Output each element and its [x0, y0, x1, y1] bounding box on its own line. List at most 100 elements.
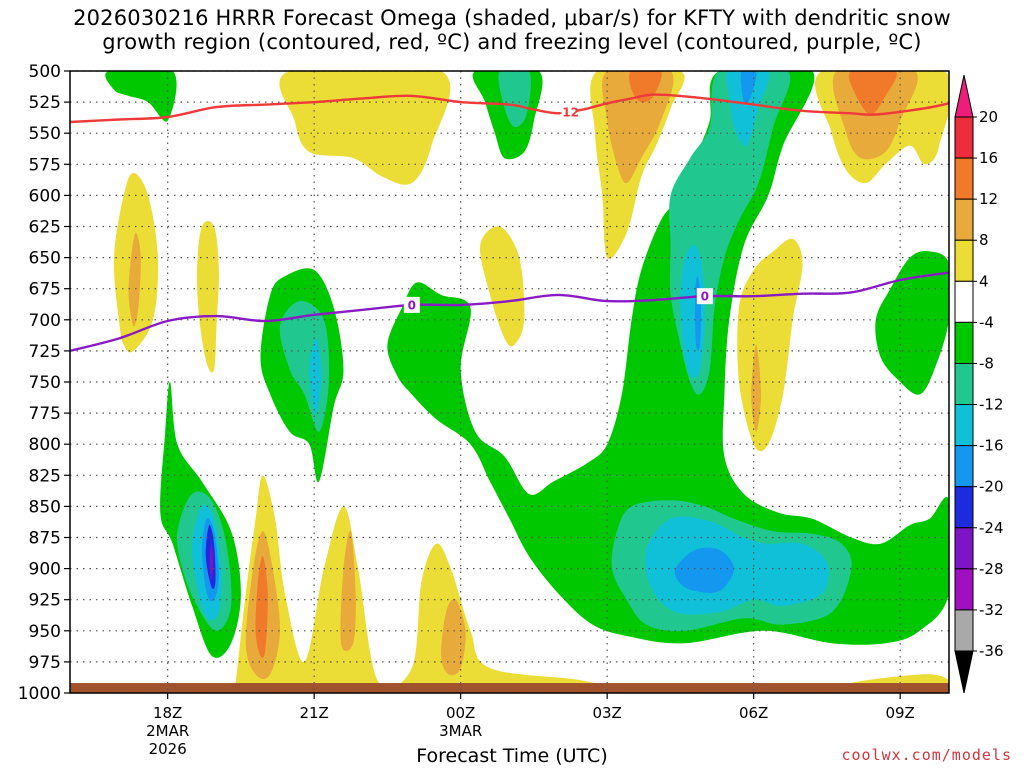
- y-axis: 500 525 550 575 600 625 650 675 700 725 750 775 800 8…: [18, 62, 70, 704]
- colorbar-label: -20: [979, 478, 1004, 496]
- omega-region-30: [309, 338, 322, 415]
- omega-region-16: [208, 475, 624, 693]
- y-tick-label: 625: [29, 218, 61, 238]
- y-tick-label: 675: [29, 280, 61, 300]
- colorbar-label: -12: [979, 396, 1004, 414]
- omega-region-1: [128, 232, 141, 327]
- y-tick-label: 800: [29, 435, 61, 455]
- omega-region-2: [196, 221, 219, 373]
- colorbar-bin: [954, 445, 974, 488]
- x-tick-label: 2MAR: [146, 722, 189, 740]
- omega-region-12: [848, 71, 897, 115]
- y-tick-label: 925: [29, 591, 61, 611]
- omega-region-35: [674, 547, 735, 593]
- y-tick-label: 650: [29, 249, 61, 269]
- colorbar-bin: [954, 321, 974, 364]
- contour-label-bg: [560, 103, 577, 120]
- y-tick-label: 975: [29, 653, 61, 673]
- chart-title: 2026030216 HRRR Forecast Omega (shaded, …: [0, 6, 1024, 54]
- colorbar-label: -16: [979, 437, 1004, 455]
- x-tick-label: 3MAR: [439, 722, 482, 740]
- contour-label: 0: [408, 298, 416, 312]
- y-tick-label: 500: [29, 62, 61, 82]
- omega-region-3: [279, 71, 451, 185]
- title-line-1: 2026030216 HRRR Forecast Omega (shaded, …: [73, 6, 951, 30]
- colorbar-label: -36: [979, 642, 1004, 660]
- colorbar-label: -4: [979, 313, 994, 331]
- omega-region-34: [644, 516, 829, 615]
- x-tick-label: 2026: [149, 740, 187, 758]
- colorbar-bin: [954, 280, 974, 323]
- omega-region-31: [387, 71, 949, 645]
- x-tick-label: 03Z: [592, 704, 621, 722]
- y-tick-label: 600: [29, 186, 61, 206]
- colorbar-label: -32: [979, 601, 1004, 619]
- colorbar-label: -8: [979, 354, 994, 372]
- colorbar-bin: [954, 157, 974, 200]
- contour-label: -12: [557, 105, 579, 119]
- y-tick-label: 875: [29, 529, 61, 549]
- x-tick-label: 06Z: [739, 704, 768, 722]
- colorbar: 20 16 12 8 4 -4 -8 -12 -16 -20 -24 -28 -32 -36: [954, 74, 1004, 694]
- title-line-2: growth region (contoured, red, ºC) and f…: [102, 30, 922, 54]
- colorbar-bin: [954, 362, 974, 406]
- contour-line-1: [70, 271, 949, 353]
- colorbar-label: 8: [979, 231, 989, 249]
- colorbar-bin: [954, 527, 974, 570]
- x-tick-label: 00Z: [446, 704, 475, 722]
- colorbar-label: -28: [979, 560, 1004, 578]
- y-tick-label: 525: [29, 93, 61, 113]
- colorbar-bin: [954, 198, 974, 241]
- y-tick-label: 850: [29, 497, 61, 517]
- omega-region-6: [498, 71, 531, 128]
- colorbar-bin: [954, 404, 974, 447]
- omega-region-27: [209, 543, 214, 581]
- y-tick-label: 1000: [18, 684, 61, 704]
- y-tick-label: 900: [29, 560, 61, 580]
- y-tick-label: 700: [29, 311, 61, 331]
- credit-text: coolwx.com/models: [841, 746, 1012, 764]
- colorbar-bottom-arrow: [954, 650, 974, 694]
- contour-label: 0: [701, 290, 709, 304]
- omega-region-19: [441, 598, 466, 676]
- x-tick-label: 09Z: [885, 704, 914, 722]
- omega-region-18: [340, 530, 356, 652]
- colorbar-bin: [954, 568, 974, 611]
- omega-region-40: [740, 71, 757, 104]
- y-tick-label: 825: [29, 466, 61, 486]
- colorbar-label: -24: [979, 519, 1004, 537]
- omega-region-8: [602, 71, 674, 184]
- y-tick-label: 775: [29, 404, 61, 424]
- colorbar-bin: [954, 239, 974, 282]
- omega-region-32: [875, 251, 949, 395]
- omega-shading: [105, 71, 949, 693]
- colorbar-top-arrow: [954, 74, 974, 118]
- omega-region-20: [255, 555, 268, 658]
- x-axis-title: Forecast Time (UTC): [416, 745, 608, 767]
- y-tick-label: 950: [29, 622, 61, 642]
- ground-band: [70, 683, 949, 693]
- colorbar-label: 12: [979, 190, 998, 208]
- contour-label-bg: [696, 288, 713, 305]
- colorbar-label: 4: [979, 272, 989, 290]
- contour-label-bg: [403, 296, 420, 313]
- contour-line-0: [70, 93, 949, 124]
- colorbar-bin: [954, 609, 974, 652]
- colorbar-label: 16: [979, 149, 998, 167]
- x-tick-label: 18Z: [153, 704, 182, 722]
- y-tick-label: 750: [29, 373, 61, 393]
- omega-region-13: [479, 226, 525, 347]
- temperature-contours: -12 0 0: [70, 93, 949, 353]
- omega-region-4: [105, 71, 177, 122]
- colorbar-bin: [954, 486, 974, 529]
- colorbar-bin: [954, 116, 974, 159]
- y-tick-label: 725: [29, 342, 61, 362]
- ground-band-fill: [70, 683, 949, 693]
- y-tick-label: 550: [29, 124, 61, 144]
- colorbar-label: 20: [979, 108, 998, 126]
- omega-region-39: [726, 71, 770, 147]
- y-tick-label: 575: [29, 155, 61, 175]
- x-tick-label: 21Z: [299, 704, 328, 722]
